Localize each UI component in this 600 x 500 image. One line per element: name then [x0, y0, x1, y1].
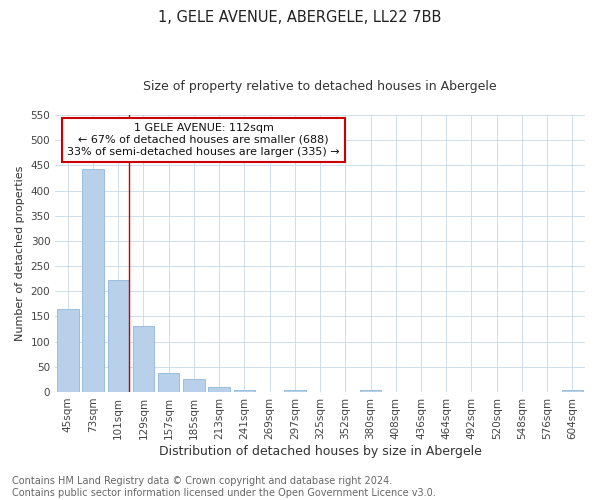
Bar	[57, 309, 79, 392]
Bar	[183, 380, 205, 392]
X-axis label: Distribution of detached houses by size in Abergele: Distribution of detached houses by size …	[158, 444, 482, 458]
Bar	[208, 388, 230, 392]
Bar	[107, 280, 129, 392]
Bar	[284, 390, 305, 392]
Bar	[360, 390, 381, 392]
Text: 1 GELE AVENUE: 112sqm
← 67% of detached houses are smaller (688)
33% of semi-det: 1 GELE AVENUE: 112sqm ← 67% of detached …	[67, 124, 340, 156]
Title: Size of property relative to detached houses in Abergele: Size of property relative to detached ho…	[143, 80, 497, 93]
Y-axis label: Number of detached properties: Number of detached properties	[15, 166, 25, 341]
Bar	[233, 390, 255, 392]
Bar	[82, 169, 104, 392]
Text: 1, GELE AVENUE, ABERGELE, LL22 7BB: 1, GELE AVENUE, ABERGELE, LL22 7BB	[158, 10, 442, 25]
Bar	[158, 374, 179, 392]
Bar	[562, 390, 583, 392]
Bar	[133, 326, 154, 392]
Text: Contains HM Land Registry data © Crown copyright and database right 2024.
Contai: Contains HM Land Registry data © Crown c…	[12, 476, 436, 498]
